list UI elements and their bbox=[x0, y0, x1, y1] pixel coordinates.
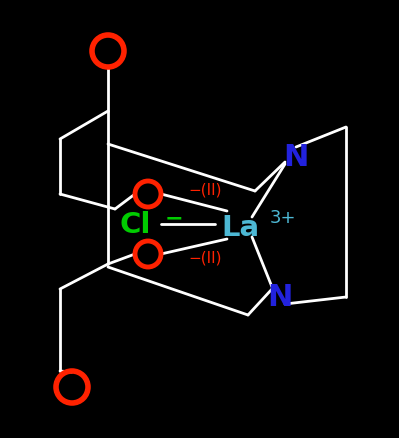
Text: 3+: 3+ bbox=[270, 208, 296, 226]
Text: −: − bbox=[165, 208, 184, 227]
Text: N: N bbox=[283, 143, 309, 172]
Text: Cl: Cl bbox=[119, 211, 151, 238]
Text: −(II): −(II) bbox=[188, 250, 221, 265]
Text: La: La bbox=[221, 213, 259, 241]
Text: N: N bbox=[267, 283, 293, 312]
Text: −(II): −(II) bbox=[188, 182, 221, 197]
